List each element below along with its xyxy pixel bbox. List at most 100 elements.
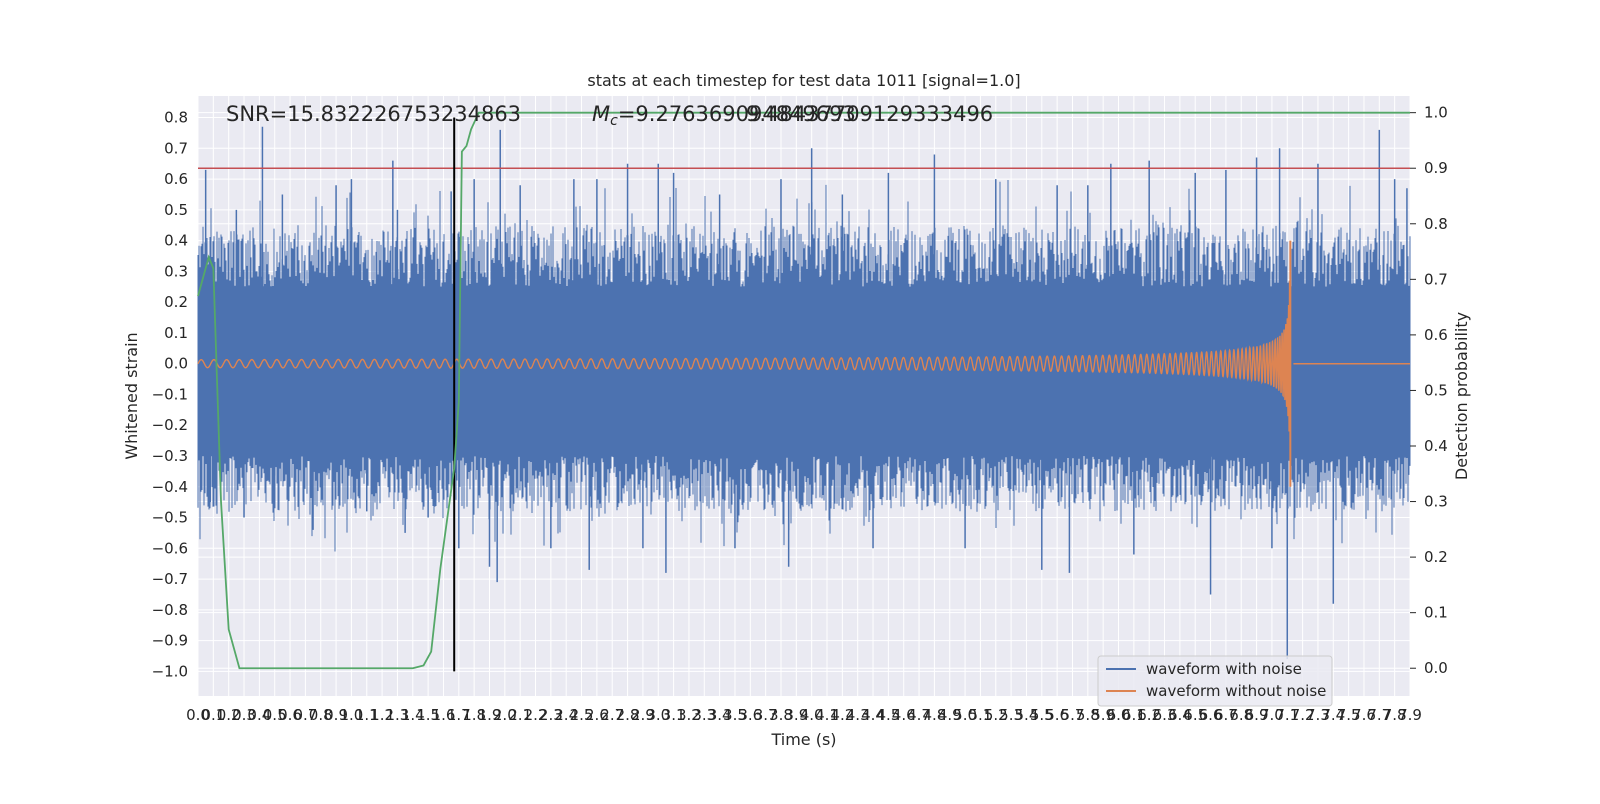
y-left-tick-label: 0.6 [164,170,188,188]
reference-lines [198,117,1410,672]
x-tick-label: 6.0 [1107,706,1131,724]
mc-subscript: c [610,113,618,129]
y-left-tick-label: 0.2 [164,293,188,311]
x-tick-label: 4.9 [938,706,962,724]
x-tick-label: 3.6 [738,706,762,724]
series-detection-probability [197,111,1410,670]
x-tick-label: 7.3 [1306,706,1330,724]
x-tick-label: 2.6 [585,706,609,724]
x-tick-label: 5.1 [969,706,993,724]
mc-value: =9.276369094849693 [618,102,856,126]
x-tick-label: 6.2 [1137,706,1161,724]
x-tick-label: 1.1 [355,706,379,724]
x-tick-label: 6.7 [1214,706,1238,724]
x-tick-label: 1.0 [339,706,363,724]
x-tick-label: 0.5 [263,706,287,724]
x-tick-label: 4.4 [861,706,885,724]
y-left-tick-label: 0.8 [164,109,188,127]
x-tick-label: 2.4 [554,706,578,724]
x-tick-label: 4.8 [922,706,946,724]
x-tick-label: 7.5 [1337,706,1361,724]
x-tick-label: 2.5 [570,706,594,724]
x-axis-label: Time (s) [770,730,836,749]
x-tick-label: 3.4 [708,706,732,724]
x-tick-label: 4.3 [846,706,870,724]
x-tick-label: 4.6 [892,706,916,724]
x-tick-label: 6.6 [1199,706,1223,724]
y-left-tick-label: −1.0 [152,662,188,680]
x-tick-label: 0.1 [201,706,225,724]
clean-waveform-inspiral [197,280,1291,432]
chart-title: stats at each timestep for test data 101… [587,71,1020,90]
x-tick-label: 7.4 [1321,706,1345,724]
x-tick-label: 3.7 [754,706,778,724]
legend-label-clean: waveform without noise [1146,682,1326,700]
x-tick-label: 1.5 [416,706,440,724]
x-tick-label: 0.4 [247,706,271,724]
y-left-tick-label: −0.4 [152,478,188,496]
y-left-tick-label: −0.2 [152,416,188,434]
y-right-tick-label: 0.8 [1424,215,1448,233]
x-tick-label: 7.8 [1383,706,1407,724]
y-right-tick-labels: 0.0 0.1 0.2 0.3 0.4 0.5 0.6 0.7 0.8 0.9 1.0 [1410,104,1448,677]
x-tick-label: 1.4 [401,706,425,724]
y-left-tick-label: −0.8 [152,601,188,619]
y-axis-label-right: Detection probability [1452,312,1471,480]
x-tick-label: 1.6 [432,706,456,724]
x-tick-label: 7.2 [1291,706,1315,724]
x-tick-label: 5.5 [1030,706,1054,724]
x-tick-label: 2.2 [524,706,548,724]
y-left-tick-label: −0.1 [152,385,188,403]
mc-symbol: M [592,102,610,126]
x-tick-label: 4.2 [830,706,854,724]
x-tick-label: 4.5 [876,706,900,724]
x-tick-label: 3.3 [692,706,716,724]
y-left-tick-label: −0.7 [152,570,188,588]
x-tick-label: 0.6 [278,706,302,724]
mc-annotation: Mc=9.276369094849693 [592,102,856,129]
x-tick-label: 2.0 [493,706,517,724]
x-tick-label: 2.9 [631,706,655,724]
x-tick-label: 5.6 [1045,706,1069,724]
x-tick-label: 7.6 [1352,706,1376,724]
y-right-tick-label: 0.3 [1424,493,1448,511]
y-left-tick-label: 0.3 [164,262,188,280]
x-tick-label: 1.7 [447,706,471,724]
y-left-tick-label: 0.0 [164,355,188,373]
y-right-tick-label: 0.6 [1424,326,1448,344]
x-tick-label: 2.8 [616,706,640,724]
x-tick-label: 5.0 [953,706,977,724]
x-tick-label: 5.3 [999,706,1023,724]
x-tick-labels: 0.00.10.20.30.40.50.60.70.80.91.01.11.21… [186,706,1422,724]
x-tick-label: 4.0 [800,706,824,724]
y-left-tick-label: 0.4 [164,232,188,250]
y-right-tick-label: 0.2 [1424,548,1448,566]
y-right-tick-label: 0.7 [1424,270,1448,288]
x-tick-label: 6.8 [1229,706,1253,724]
y-left-tick-label: −0.6 [152,539,188,557]
legend-box [1097,655,1333,707]
x-tick-label: 5.9 [1091,706,1115,724]
x-tick-label: 7.1 [1275,706,1299,724]
x-tick-label: 1.8 [462,706,486,724]
x-tick-label: 4.7 [907,706,931,724]
x-tick-label: 1.2 [370,706,394,724]
x-tick-label: 7.0 [1260,706,1284,724]
x-tick-label: 0.9 [324,706,348,724]
y-left-tick-label: 0.1 [164,324,188,342]
x-tick-label: 6.5 [1183,706,1207,724]
x-tick-label: 1.9 [478,706,502,724]
legend: waveform with noise waveform without noi… [1097,655,1333,707]
detection-probability-line [197,111,1410,670]
y-right-tick-label: 0.5 [1424,381,1448,399]
x-tick-label: 3.0 [646,706,670,724]
x-tick-label: 7.9 [1398,706,1422,724]
x-tick-label: 0.2 [217,706,241,724]
x-tick-label: 6.9 [1245,706,1269,724]
x-tick-label: 4.1 [815,706,839,724]
y-left-tick-label: 0.5 [164,201,188,219]
y-left-tick-label: −0.3 [152,447,188,465]
x-tick-label: 5.7 [1061,706,1085,724]
